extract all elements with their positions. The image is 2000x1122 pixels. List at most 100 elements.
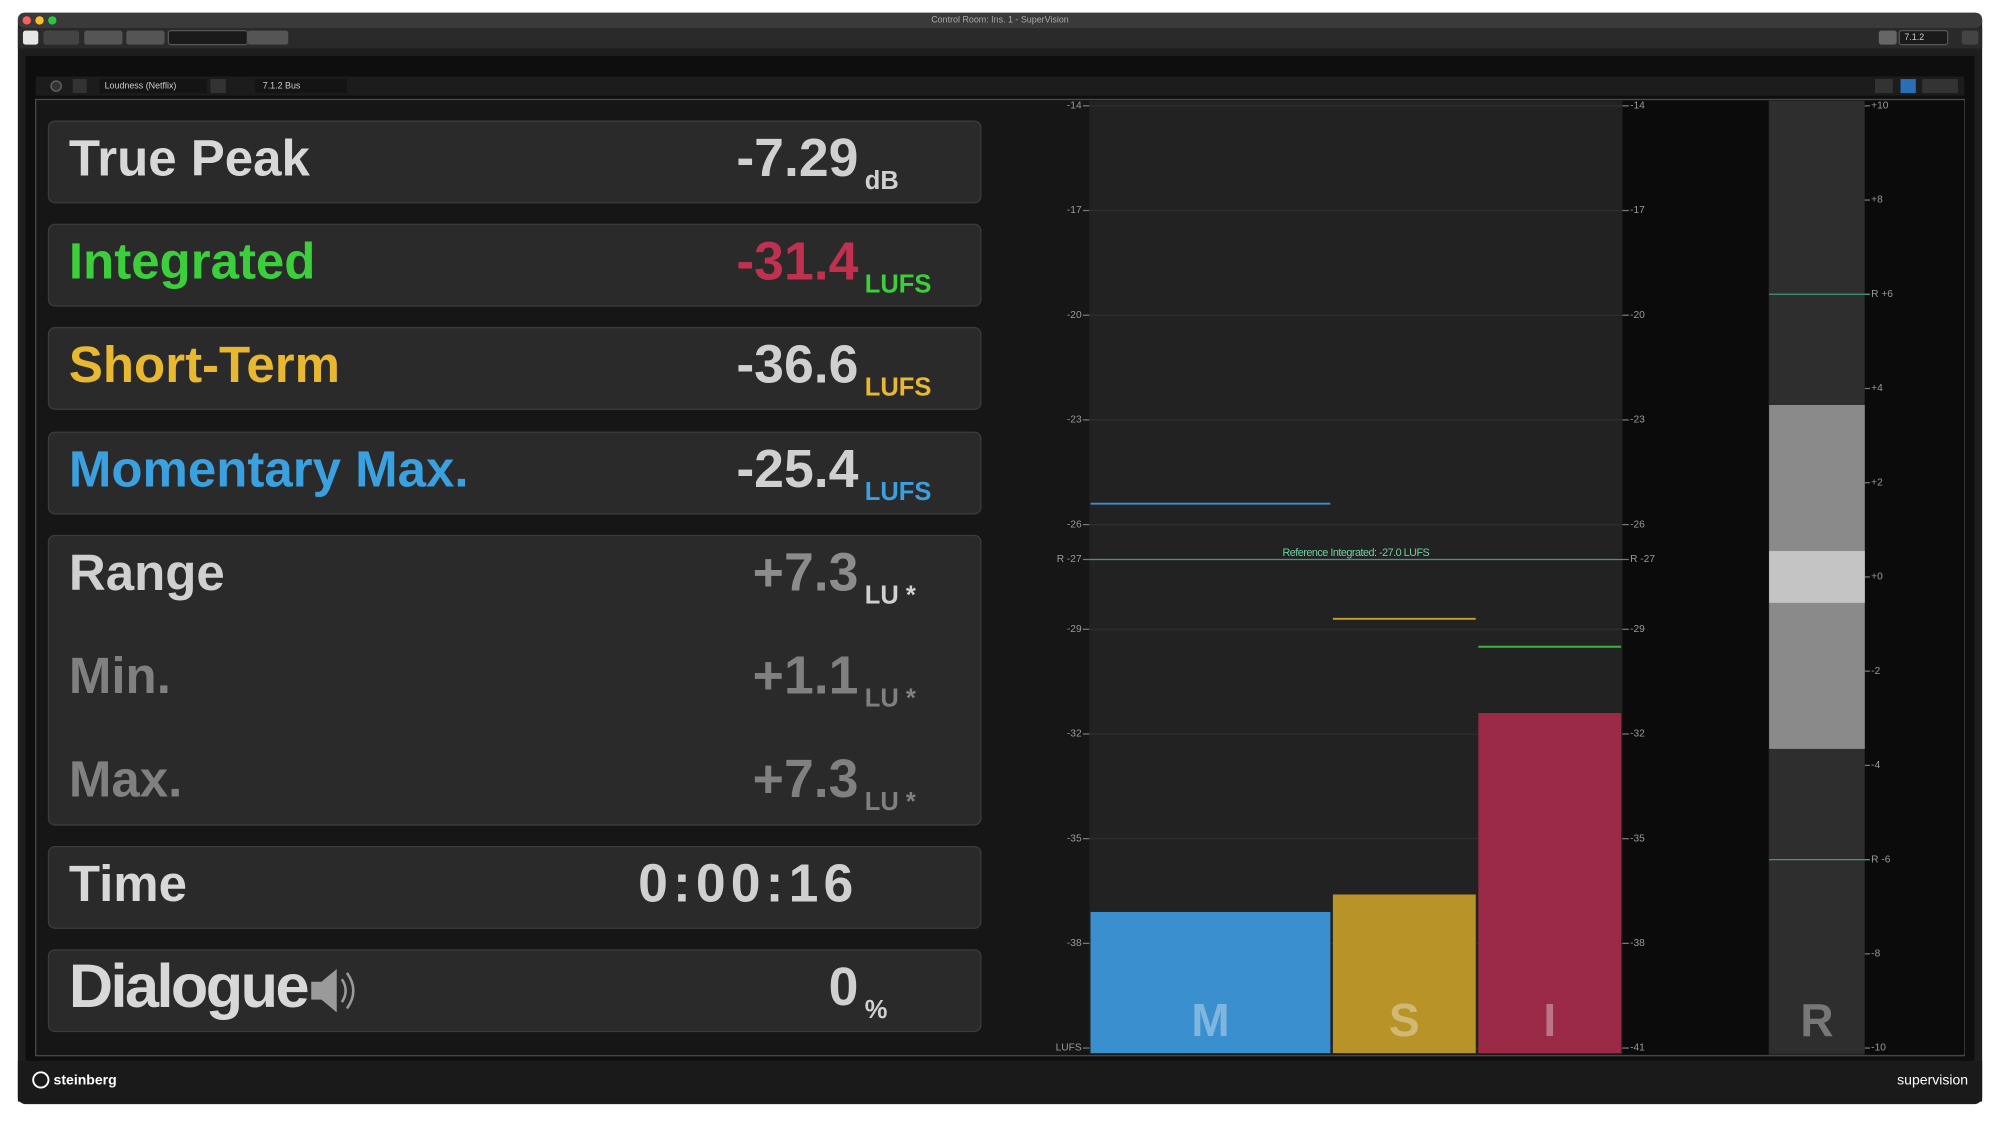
product: supervision (1897, 1071, 1968, 1087)
window-title: Control Room: Ins. 1 - SuperVision (931, 15, 1069, 25)
readout-label: Dialogue (69, 952, 308, 1020)
readout-unit: LU * (865, 581, 916, 609)
readout-box (47, 845, 982, 929)
readout-label: Time (69, 855, 187, 912)
a-toggle[interactable] (1900, 79, 1916, 94)
readout-label: True Peak (69, 129, 311, 186)
readout-value: 0:00:16 (638, 855, 858, 914)
readout-box (47, 431, 982, 515)
brand-logo (32, 1071, 50, 1089)
format-select[interactable] (1898, 29, 1949, 46)
readout-label: Short-Term (69, 336, 340, 393)
readout-value: +7.3 (753, 750, 859, 809)
y-tick-label: -29 (1067, 624, 1082, 635)
preset-name: Loudness (Netflix) (105, 80, 177, 90)
readout-unit: % (865, 996, 888, 1024)
y-tick-label: -20 (1067, 310, 1082, 321)
y-tick-label: -23 (1067, 415, 1082, 426)
readout-value: -36.6 (736, 336, 858, 395)
y-tick-label: -14 (1630, 101, 1645, 112)
title-bar (17, 12, 1983, 29)
y-tick-label: +2 (1871, 477, 1883, 488)
readout-value: -7.29 (736, 129, 858, 188)
y-tick-label: -8 (1871, 949, 1880, 960)
y-tick-label: -29 (1630, 624, 1645, 635)
y-tick-label: R -27 (1057, 554, 1082, 565)
readout-unit: LU * (865, 685, 916, 713)
y-tick-label: -10 (1871, 1043, 1886, 1054)
y-tick-label: -14 (1067, 101, 1082, 112)
reference-label: Reference Integrated: -27.0 LUFS (1282, 547, 1429, 559)
readout-value: +1.1 (753, 647, 859, 706)
meter-bar (1090, 911, 1331, 1054)
bar-letter: I (1543, 994, 1556, 1046)
y-tick-label: -41 (1630, 1043, 1645, 1054)
bus-name: 7.1.2 Bus (263, 80, 301, 90)
scale-column (1622, 100, 1768, 1055)
y-tick-label: -20 (1630, 310, 1645, 321)
bar-letter: S (1389, 994, 1420, 1046)
speaker-icon (311, 969, 355, 1013)
bus-select[interactable] (255, 79, 347, 94)
y-tick-label: R +6 (1871, 289, 1893, 300)
y-tick-label: +4 (1871, 383, 1883, 394)
bypass-button[interactable] (50, 80, 62, 92)
y-tick-label: -2 (1871, 666, 1880, 677)
layout-buttons[interactable] (1922, 79, 1958, 94)
y-tick-label: -35 (1067, 833, 1082, 844)
sync-button[interactable] (1875, 79, 1893, 94)
minimize-button[interactable] (35, 16, 44, 25)
preset-field[interactable] (167, 29, 249, 46)
settings-button[interactable] (210, 79, 226, 94)
camera-button[interactable] (1878, 30, 1897, 45)
readout-box (47, 223, 982, 307)
readout-label: Max. (69, 750, 182, 807)
y-tick-label: -23 (1630, 415, 1645, 426)
toolbar-buttons[interactable] (84, 30, 123, 45)
toolbar (17, 28, 1983, 49)
footer (17, 1060, 1983, 1102)
y-tick-label: -26 (1630, 519, 1645, 530)
readout-unit: LUFS (865, 270, 932, 298)
readout-label: Integrated (69, 233, 316, 290)
a-button[interactable] (72, 79, 87, 94)
meter-bar (1478, 713, 1622, 1054)
y-tick-label: -38 (1630, 938, 1645, 949)
speaker-waves (340, 972, 355, 1010)
brand: steinberg (54, 1071, 117, 1087)
y-tick-label: -32 (1630, 729, 1645, 740)
rw-buttons[interactable] (43, 30, 80, 45)
preset-arrows[interactable] (247, 30, 289, 45)
menu-button[interactable] (1961, 30, 1979, 45)
y-tick-label: -38 (1067, 938, 1082, 949)
readout-value: -31.4 (736, 232, 858, 291)
readout-unit: LUFS (865, 374, 932, 402)
y-tick-label: -26 (1067, 519, 1082, 530)
meter-bar (1332, 894, 1476, 1054)
y-tick-label: R -6 (1871, 854, 1891, 865)
range-box (47, 534, 982, 826)
y-tick-label: -17 (1630, 205, 1645, 216)
y-tick-label: +0 (1871, 572, 1883, 583)
y-tick-label: -17 (1067, 205, 1082, 216)
y-tick-label: -32 (1067, 729, 1082, 740)
readout-box (47, 120, 982, 204)
power-button[interactable] (22, 30, 39, 45)
range-inner-bar (1769, 551, 1865, 603)
preset-select[interactable] (99, 79, 207, 94)
bar-letter: M (1191, 994, 1229, 1046)
readout-label: Range (69, 544, 225, 601)
readout-value: +7.3 (753, 543, 859, 602)
zoom-button[interactable] (48, 16, 57, 25)
y-tick-label: LUFS (1056, 1043, 1082, 1054)
y-tick-label: R -27 (1630, 554, 1655, 565)
readout-label: Min. (69, 647, 171, 704)
readout-box (47, 327, 982, 410)
toolbar-buttons[interactable] (126, 30, 165, 45)
close-button[interactable] (22, 16, 31, 25)
readout-unit: LUFS (865, 478, 932, 506)
channel-format: 7.1.2 (1904, 32, 1924, 42)
speaker-body (311, 969, 337, 1013)
